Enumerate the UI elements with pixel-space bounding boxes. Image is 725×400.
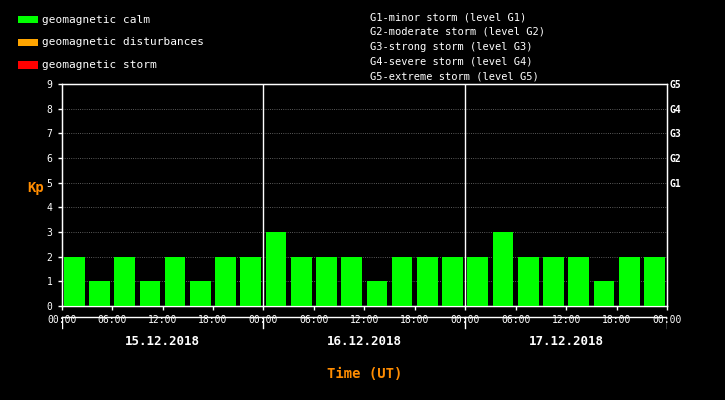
Bar (493, 232, 513, 306)
Text: 17.12.2018: 17.12.2018 (529, 335, 604, 348)
Bar (140, 281, 160, 306)
Bar (594, 281, 614, 306)
Bar (64, 257, 85, 306)
Bar (190, 281, 211, 306)
Bar (442, 257, 463, 306)
Bar (18, 39, 38, 46)
Text: Time (UT): Time (UT) (327, 367, 402, 381)
Text: geomagnetic calm: geomagnetic calm (41, 15, 149, 25)
Bar (417, 257, 438, 306)
Text: 15.12.2018: 15.12.2018 (125, 335, 200, 348)
Bar (215, 257, 236, 306)
Bar (619, 257, 639, 306)
Text: geomagnetic disturbances: geomagnetic disturbances (41, 38, 204, 48)
Bar (115, 257, 135, 306)
Text: 16.12.2018: 16.12.2018 (327, 335, 402, 348)
Bar (89, 281, 109, 306)
Bar (543, 257, 564, 306)
Text: G3-strong storm (level G3): G3-strong storm (level G3) (370, 42, 532, 52)
Bar (568, 257, 589, 306)
Text: G1-minor storm (level G1): G1-minor storm (level G1) (370, 12, 526, 22)
Bar (392, 257, 413, 306)
Text: geomagnetic storm: geomagnetic storm (41, 60, 157, 70)
Bar (468, 257, 488, 306)
Bar (165, 257, 186, 306)
Bar (316, 257, 337, 306)
Bar (265, 232, 286, 306)
Bar (367, 281, 387, 306)
Bar (18, 16, 38, 24)
Bar (518, 257, 539, 306)
Y-axis label: Kp: Kp (28, 181, 44, 195)
Bar (241, 257, 261, 306)
Text: G2-moderate storm (level G2): G2-moderate storm (level G2) (370, 27, 544, 37)
Bar (341, 257, 362, 306)
Bar (18, 62, 38, 69)
Text: G4-severe storm (level G4): G4-severe storm (level G4) (370, 56, 532, 66)
Text: G5-extreme storm (level G5): G5-extreme storm (level G5) (370, 71, 539, 81)
Bar (644, 257, 665, 306)
Bar (291, 257, 312, 306)
